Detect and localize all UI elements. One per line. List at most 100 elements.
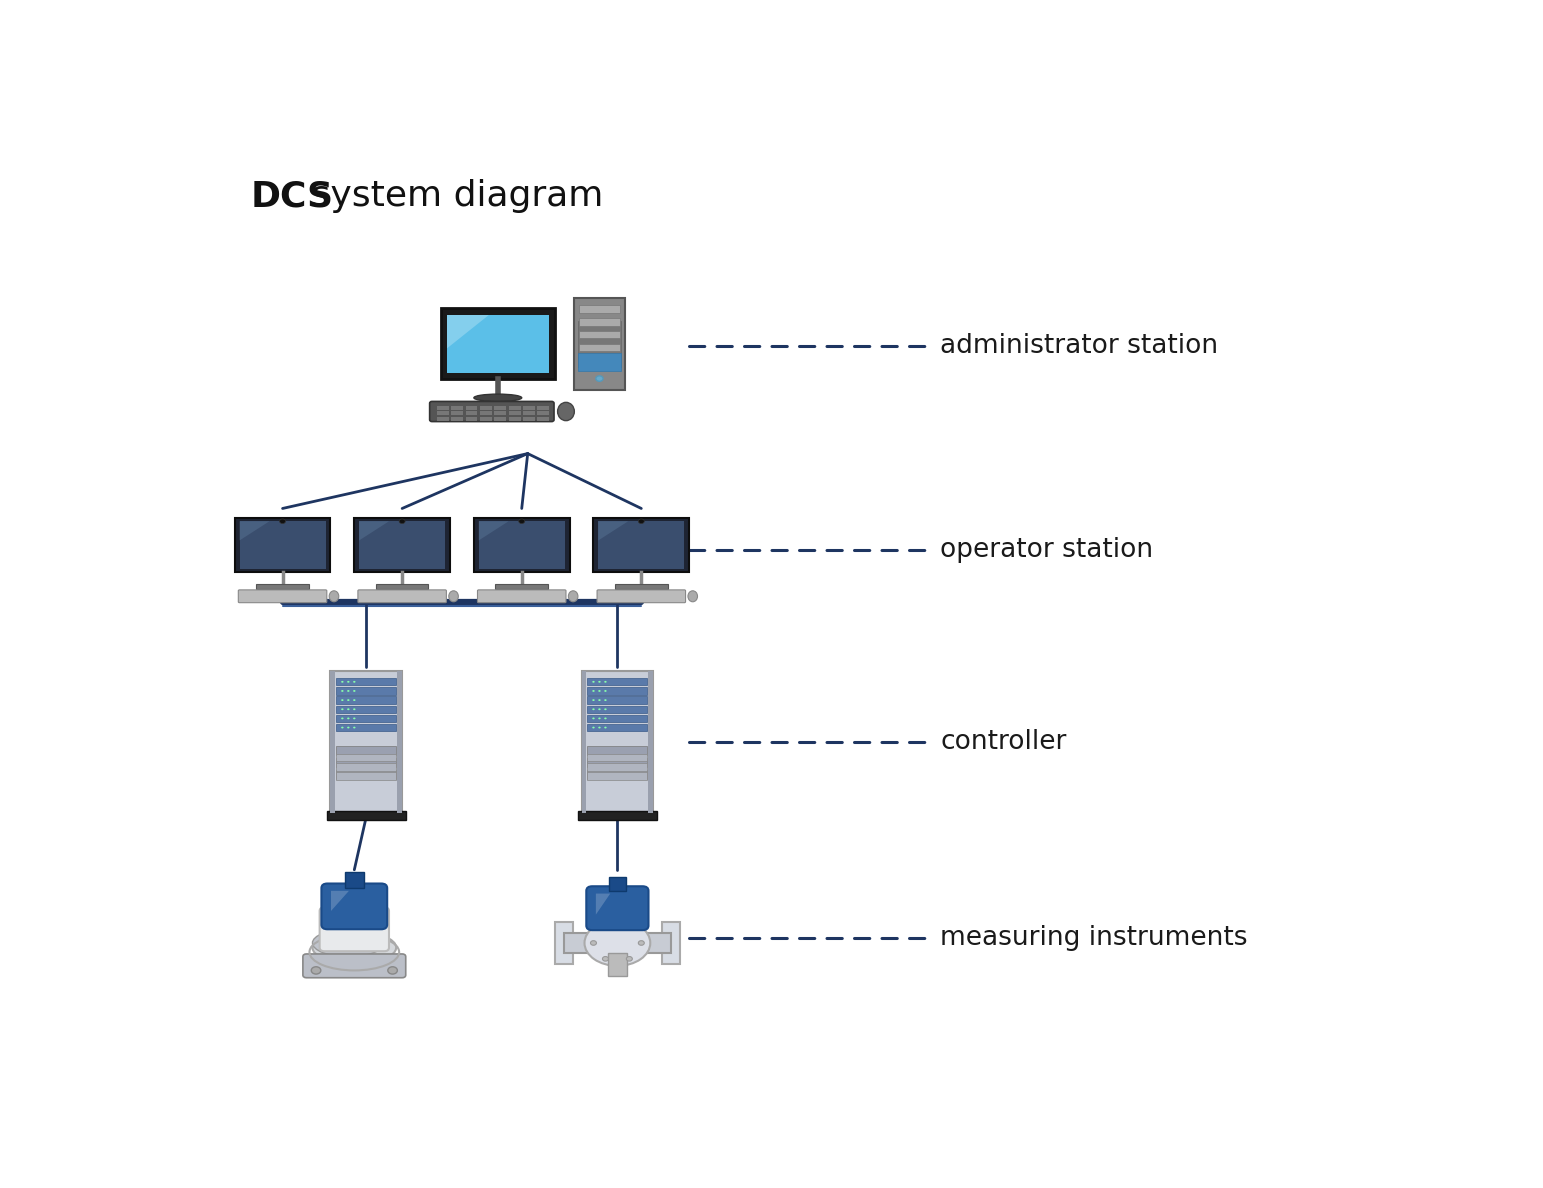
Bar <box>537 411 549 415</box>
Bar <box>494 417 506 421</box>
Bar <box>495 584 548 589</box>
Bar <box>599 522 685 569</box>
Ellipse shape <box>387 967 398 974</box>
Ellipse shape <box>312 967 321 974</box>
Ellipse shape <box>605 727 606 728</box>
Ellipse shape <box>596 375 603 381</box>
Bar <box>588 746 647 756</box>
Ellipse shape <box>626 924 633 929</box>
Bar <box>563 933 671 953</box>
Bar <box>451 406 463 410</box>
Ellipse shape <box>591 941 597 946</box>
Bar <box>523 417 535 421</box>
Ellipse shape <box>347 718 350 719</box>
Ellipse shape <box>639 941 645 946</box>
Bar <box>579 810 657 820</box>
Bar <box>239 522 326 569</box>
Text: system diagram: system diagram <box>301 179 603 213</box>
Ellipse shape <box>347 681 350 683</box>
Ellipse shape <box>341 690 344 691</box>
Bar <box>579 331 620 339</box>
Ellipse shape <box>593 727 594 728</box>
Ellipse shape <box>593 681 594 683</box>
Bar <box>588 754 647 762</box>
Bar <box>588 688 647 695</box>
Ellipse shape <box>585 920 650 966</box>
Bar <box>588 696 647 703</box>
Bar <box>398 671 403 813</box>
FancyBboxPatch shape <box>319 908 389 952</box>
Polygon shape <box>596 893 609 915</box>
Bar <box>344 872 364 889</box>
Bar <box>588 678 647 685</box>
Bar <box>579 305 620 312</box>
Bar <box>336 715 397 722</box>
Ellipse shape <box>605 708 606 710</box>
Bar <box>579 318 620 326</box>
Ellipse shape <box>279 519 285 524</box>
Bar <box>336 678 397 685</box>
Bar <box>588 772 647 779</box>
Bar <box>478 522 565 569</box>
Text: operator station: operator station <box>940 537 1153 563</box>
Ellipse shape <box>599 718 600 719</box>
Bar <box>608 953 626 975</box>
Bar <box>336 688 397 695</box>
Bar <box>336 763 397 771</box>
Bar <box>480 417 492 421</box>
Bar <box>336 754 397 762</box>
Bar <box>327 810 406 820</box>
Bar <box>480 406 492 410</box>
Text: measuring instruments: measuring instruments <box>940 925 1248 952</box>
Bar <box>554 922 572 963</box>
Ellipse shape <box>599 700 600 701</box>
Ellipse shape <box>605 690 606 691</box>
Ellipse shape <box>605 681 606 683</box>
Bar <box>336 758 397 767</box>
Bar <box>588 723 647 731</box>
Ellipse shape <box>599 727 600 728</box>
Ellipse shape <box>353 700 355 701</box>
Ellipse shape <box>312 931 397 963</box>
Bar <box>494 411 506 415</box>
Bar <box>451 417 463 421</box>
Bar <box>336 746 397 756</box>
Ellipse shape <box>688 590 697 602</box>
Bar <box>330 671 403 813</box>
Ellipse shape <box>599 708 600 710</box>
Bar <box>437 411 449 415</box>
Ellipse shape <box>353 727 355 728</box>
Bar <box>336 706 397 713</box>
Bar <box>336 696 397 703</box>
Bar <box>466 417 477 421</box>
Bar <box>609 877 626 891</box>
Ellipse shape <box>477 399 518 404</box>
Polygon shape <box>332 891 349 911</box>
Bar <box>447 315 549 373</box>
Ellipse shape <box>626 956 633 961</box>
FancyBboxPatch shape <box>474 518 569 573</box>
Bar <box>537 406 549 410</box>
Ellipse shape <box>518 519 525 524</box>
Polygon shape <box>239 522 270 541</box>
Bar <box>437 406 449 410</box>
Bar <box>336 723 397 731</box>
FancyBboxPatch shape <box>358 590 446 602</box>
Bar <box>466 406 477 410</box>
Bar <box>376 584 429 589</box>
Bar <box>579 321 620 367</box>
Ellipse shape <box>593 700 594 701</box>
Ellipse shape <box>341 727 344 728</box>
Bar <box>588 706 647 713</box>
Text: administrator station: administrator station <box>940 333 1219 359</box>
FancyBboxPatch shape <box>235 518 330 573</box>
Ellipse shape <box>353 718 355 719</box>
Ellipse shape <box>341 718 344 719</box>
FancyBboxPatch shape <box>441 308 554 379</box>
Polygon shape <box>360 522 389 541</box>
Bar <box>523 406 535 410</box>
Ellipse shape <box>347 727 350 728</box>
Bar <box>616 584 668 589</box>
Ellipse shape <box>593 708 594 710</box>
Polygon shape <box>478 522 509 541</box>
